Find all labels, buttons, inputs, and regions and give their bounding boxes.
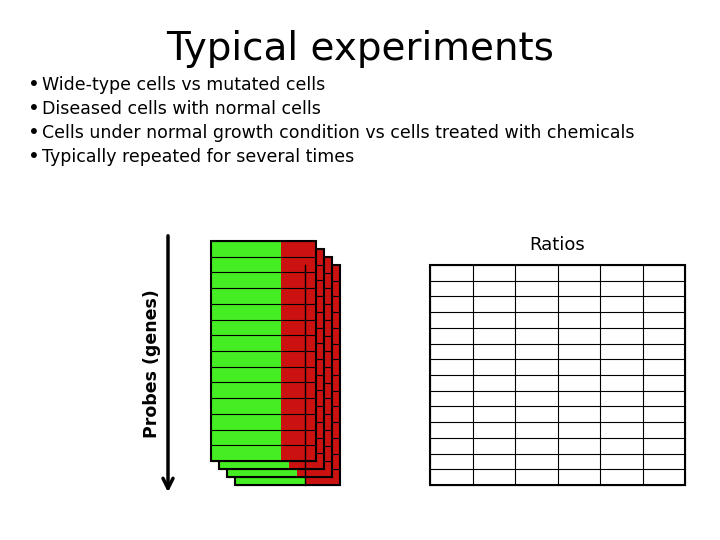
Bar	[430, 265, 685, 485]
Bar	[281, 241, 316, 461]
Text: •: •	[28, 76, 40, 94]
Text: Probes (genes): Probes (genes)	[143, 289, 161, 438]
Bar	[297, 257, 332, 477]
Text: •: •	[28, 124, 40, 143]
Bar	[227, 257, 297, 477]
Bar	[235, 265, 340, 485]
Text: Cells under normal growth condition vs cells treated with chemicals: Cells under normal growth condition vs c…	[42, 124, 634, 142]
Text: •: •	[28, 99, 40, 118]
Text: Typical experiments: Typical experiments	[166, 30, 554, 68]
Text: Wide-type cells vs mutated cells: Wide-type cells vs mutated cells	[42, 76, 325, 94]
Text: Typically repeated for several times: Typically repeated for several times	[42, 148, 354, 166]
Text: Diseased cells with normal cells: Diseased cells with normal cells	[42, 100, 321, 118]
Bar	[289, 249, 324, 469]
Bar	[211, 241, 316, 461]
Bar	[219, 249, 289, 469]
Text: •: •	[28, 147, 40, 166]
Text: Ratios: Ratios	[530, 236, 585, 254]
Bar	[219, 249, 324, 469]
Bar	[235, 265, 305, 485]
Bar	[305, 265, 340, 485]
Bar	[227, 257, 332, 477]
Bar	[211, 241, 281, 461]
